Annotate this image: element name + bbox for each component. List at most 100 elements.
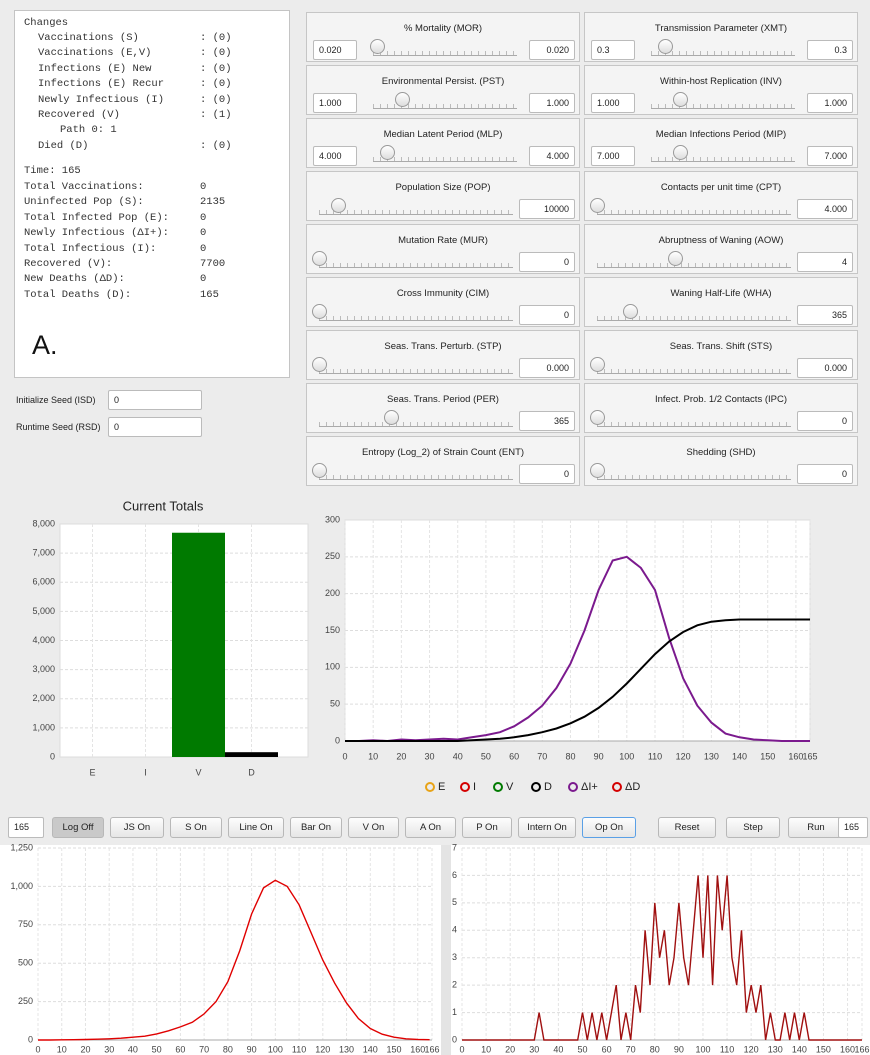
slider-label: Median Infections Period (MIP)	[655, 129, 787, 140]
slider-panel: Seas. Trans. Period (PER) 365	[306, 383, 580, 433]
status-panel	[14, 10, 290, 378]
toolbar-button[interactable]: Reset	[658, 817, 716, 838]
slider-left-field[interactable]: 4.000	[313, 146, 357, 166]
toolbar-button[interactable]: Step	[726, 817, 780, 838]
status-value: 165	[200, 288, 219, 301]
slider-right-field[interactable]: 365	[797, 305, 853, 325]
status-value: 0	[200, 181, 207, 193]
toolbar-button[interactable]: Log Off	[52, 817, 104, 838]
status-label: Newly Infectious (I)	[38, 93, 165, 106]
slider-label: Median Latent Period (MLP)	[383, 129, 503, 140]
slider-left-field[interactable]: 1.000	[313, 93, 357, 113]
toolbar-button[interactable]: Intern On	[518, 817, 576, 838]
annotation: Incidence	[505, 590, 575, 607]
status-label: Infections (E) New	[38, 62, 152, 75]
slider-knob[interactable]	[312, 463, 327, 478]
slider-right-field[interactable]: 4.000	[529, 146, 575, 166]
slider-right-field[interactable]: 1.000	[529, 93, 575, 113]
seed-label: Runtime Seed (RSD)	[16, 422, 101, 432]
slider-right-field[interactable]: 0	[797, 464, 853, 484]
slider-right-field[interactable]: 4.000	[797, 199, 853, 219]
toolbar-button[interactable]: Run	[788, 817, 844, 838]
slider-knob[interactable]	[331, 198, 347, 213]
slider-knob[interactable]	[370, 39, 386, 54]
slider-left-field[interactable]: 1.000	[591, 93, 635, 113]
slider-right-field[interactable]: 0.020	[529, 40, 575, 60]
slider-knob[interactable]	[380, 145, 396, 160]
slider-track	[590, 410, 791, 427]
slider-panel: Median Latent Period (MLP) 4.000 4.000	[306, 118, 580, 168]
slider-right-field[interactable]: 10000	[519, 199, 575, 219]
slider-knob[interactable]	[394, 92, 410, 107]
slider-right-field[interactable]: 0	[519, 305, 575, 325]
status-label: Total Deaths (D):	[24, 288, 132, 301]
slider-knob[interactable]	[383, 410, 399, 425]
slider-right-field[interactable]: 7.000	[807, 146, 853, 166]
slider-right-field[interactable]: 0.3	[807, 40, 853, 60]
slider-right-field[interactable]: 0	[519, 464, 575, 484]
slider-right-field[interactable]: 365	[519, 411, 575, 431]
slider-knob[interactable]	[672, 145, 688, 160]
toolbar-button[interactable]: Line On	[228, 817, 284, 838]
slider-track	[312, 251, 513, 268]
max-time-field[interactable]: 165	[838, 817, 868, 838]
slider-panel: Mutation Rate (MUR) 0	[306, 224, 580, 274]
slider-track	[370, 39, 517, 56]
status-value: : (0)	[200, 62, 232, 75]
status-value: 0	[200, 242, 207, 255]
slider-knob[interactable]	[590, 198, 605, 213]
status-label: Total Vaccinations:	[24, 181, 144, 193]
slider-panel: % Mortality (MOR) 0.020 0.020	[306, 12, 580, 62]
slider-panel: Shedding (SHD) 0	[584, 436, 858, 486]
slider-label: Mutation Rate (MUR)	[398, 235, 488, 246]
slider-knob[interactable]	[312, 357, 327, 372]
toolbar-button[interactable]: P On	[462, 817, 512, 838]
slider-right-field[interactable]: 0	[519, 252, 575, 272]
slider-right-field[interactable]: 4	[797, 252, 853, 272]
slider-knob[interactable]	[667, 251, 683, 266]
slider-knob[interactable]	[312, 251, 327, 266]
status-label: Vaccinations (E,V)	[38, 47, 152, 60]
status-value: 7700	[200, 258, 226, 270]
slider-knob[interactable]	[590, 463, 605, 478]
slider-knob[interactable]	[672, 92, 688, 107]
status-label: Infections (E) Recur	[38, 78, 165, 91]
slider-track	[312, 357, 513, 374]
seed-input[interactable]: 0	[108, 390, 202, 410]
toolbar-button[interactable]: Bar On	[290, 817, 342, 838]
slider-knob[interactable]	[312, 304, 327, 319]
status-subline: Path 0: 1	[60, 124, 117, 137]
slider-left-field[interactable]: 0.3	[591, 40, 635, 60]
seed-label: Initialize Seed (ISD)	[16, 395, 96, 405]
slider-knob[interactable]	[658, 39, 674, 54]
toolbar-button[interactable]: S On	[170, 817, 222, 838]
panel-label: A.	[32, 330, 58, 360]
annotation: Prevalence	[138, 876, 214, 894]
slider-left-field[interactable]: 7.000	[591, 146, 635, 166]
status-value: : (1)	[200, 109, 232, 121]
slider-track	[651, 39, 795, 56]
slider-right-field[interactable]: 0	[797, 411, 853, 431]
seed-input[interactable]: 0	[108, 417, 202, 437]
slider-left-field[interactable]: 0.020	[313, 40, 357, 60]
slider-right-field[interactable]: 0.000	[797, 358, 853, 378]
slider-right-field[interactable]: 1.000	[807, 93, 853, 113]
slider-panel: Entropy (Log_2) of Strain Count (ENT) 0	[306, 436, 580, 486]
toolbar-button[interactable]: JS On	[110, 817, 164, 838]
slider-knob[interactable]	[590, 357, 605, 372]
slider-knob[interactable]	[622, 304, 638, 319]
toolbar-button[interactable]: A On	[405, 817, 456, 838]
slider-panel: Median Infections Period (MIP) 7.000 7.000	[584, 118, 858, 168]
status-value: : (0)	[200, 139, 232, 152]
toolbar-button[interactable]: V On	[348, 817, 399, 838]
status-value: 0	[200, 273, 207, 286]
slider-label: Within-host Replication (INV)	[660, 76, 782, 87]
slider-knob[interactable]	[590, 410, 605, 425]
toolbar-button[interactable]: Op On	[582, 817, 636, 838]
step-field[interactable]: 165	[8, 817, 44, 838]
slider-label: Cross Immunity (CIM)	[396, 288, 490, 299]
slider-label: Environmental Persist. (PST)	[381, 76, 505, 87]
slider-right-field[interactable]: 0.000	[519, 358, 575, 378]
